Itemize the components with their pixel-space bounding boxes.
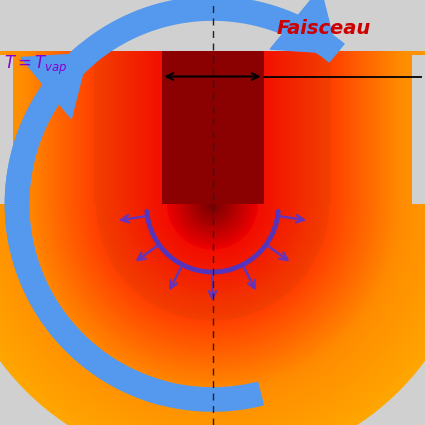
Bar: [110, 0, 114, 204]
Circle shape: [46, 38, 379, 370]
Bar: [360, 0, 364, 204]
Bar: [314, 0, 318, 204]
Circle shape: [62, 54, 363, 354]
Bar: [65, 0, 68, 204]
Bar: [132, 0, 136, 204]
Bar: [151, 0, 154, 204]
Circle shape: [125, 117, 300, 291]
Bar: [277, 0, 280, 204]
Bar: [352, 0, 356, 204]
Circle shape: [10, 1, 415, 407]
Circle shape: [68, 59, 357, 349]
Bar: [97, 0, 100, 204]
Bar: [14, 0, 17, 204]
Polygon shape: [5, 44, 167, 405]
Circle shape: [2, 0, 423, 415]
Bar: [83, 0, 87, 204]
Circle shape: [70, 62, 355, 346]
Bar: [350, 0, 353, 204]
Circle shape: [207, 199, 218, 209]
Bar: [94, 0, 98, 204]
Circle shape: [165, 156, 260, 252]
Bar: [306, 0, 310, 204]
Circle shape: [36, 28, 389, 380]
Circle shape: [4, 0, 421, 412]
Circle shape: [162, 154, 263, 254]
Circle shape: [60, 51, 366, 357]
Circle shape: [136, 128, 289, 280]
Bar: [73, 0, 76, 204]
Bar: [27, 0, 31, 204]
Bar: [385, 0, 388, 204]
Bar: [6, 0, 9, 204]
Bar: [8, 0, 11, 204]
Circle shape: [155, 146, 270, 262]
Bar: [67, 0, 71, 204]
Bar: [24, 0, 28, 204]
Bar: [156, 0, 160, 204]
Circle shape: [41, 33, 384, 375]
Bar: [274, 0, 278, 204]
Circle shape: [144, 136, 281, 272]
Bar: [40, 0, 44, 204]
Bar: [159, 0, 162, 204]
Bar: [59, 0, 63, 204]
Bar: [22, 0, 25, 204]
Bar: [331, 0, 334, 204]
Bar: [129, 0, 133, 204]
Bar: [406, 0, 410, 204]
Circle shape: [152, 143, 273, 265]
Circle shape: [160, 151, 265, 257]
Bar: [148, 0, 152, 204]
Circle shape: [96, 88, 329, 320]
Bar: [342, 0, 345, 204]
Circle shape: [189, 180, 236, 228]
Bar: [393, 0, 396, 204]
Circle shape: [110, 101, 315, 307]
Circle shape: [78, 70, 347, 338]
Circle shape: [133, 125, 292, 283]
Bar: [296, 0, 299, 204]
Circle shape: [33, 25, 392, 383]
Bar: [99, 0, 103, 204]
Bar: [290, 0, 294, 204]
Circle shape: [147, 138, 278, 270]
Text: $T = T_{vap}$: $T = T_{vap}$: [4, 54, 68, 77]
Circle shape: [123, 114, 302, 294]
Bar: [336, 0, 340, 204]
Bar: [32, 0, 36, 204]
Circle shape: [128, 120, 297, 288]
Circle shape: [20, 11, 405, 397]
Bar: [412, 55, 425, 204]
Circle shape: [191, 183, 234, 225]
Bar: [326, 0, 329, 204]
Bar: [16, 0, 20, 204]
Circle shape: [99, 91, 326, 317]
Circle shape: [26, 17, 399, 391]
Circle shape: [197, 188, 228, 220]
Bar: [48, 0, 52, 204]
Bar: [269, 0, 272, 204]
Circle shape: [39, 30, 386, 378]
Bar: [124, 0, 128, 204]
Bar: [86, 0, 90, 204]
Bar: [417, 0, 420, 204]
Bar: [127, 0, 130, 204]
Bar: [304, 0, 307, 204]
Circle shape: [44, 35, 381, 373]
Bar: [43, 0, 47, 204]
Bar: [121, 0, 125, 204]
Circle shape: [91, 83, 334, 325]
Circle shape: [173, 164, 252, 244]
